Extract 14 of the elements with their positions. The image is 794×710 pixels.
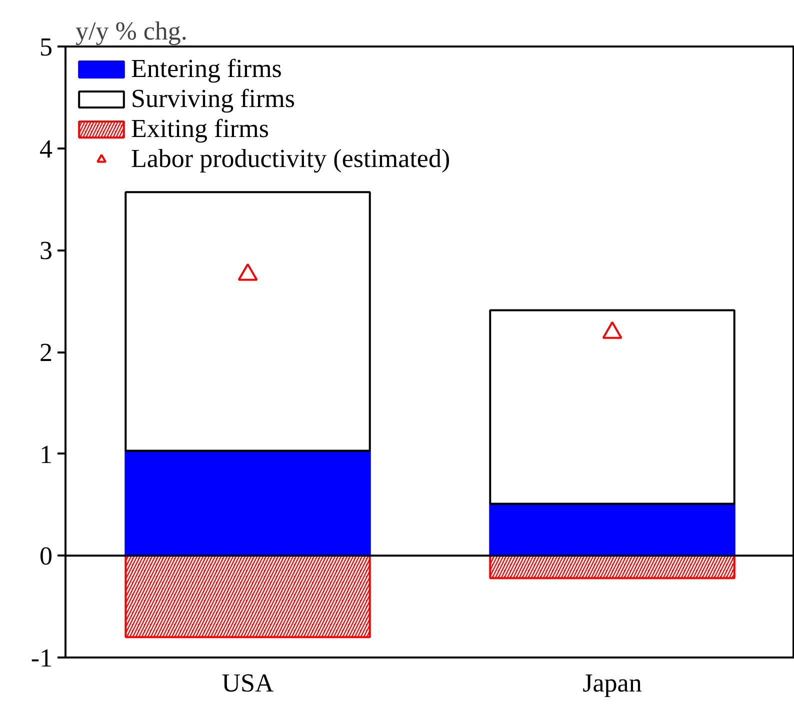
y-tick-label: 0 xyxy=(40,542,52,571)
x-tick-label: USA xyxy=(222,668,274,698)
y-tick-label: 2 xyxy=(40,338,52,367)
y-tick-label: -1 xyxy=(30,644,53,672)
y-tick-label: 4 xyxy=(40,134,52,164)
legend-label: Exiting firms xyxy=(131,114,269,144)
y-axis-title: y/y % chg. xyxy=(76,16,188,46)
x-tick-label: Japan xyxy=(582,668,642,698)
legend-label: Labor productivity (estimated) xyxy=(131,144,450,174)
y-tick-label: 1 xyxy=(40,440,52,469)
y-tick-label: 3 xyxy=(40,236,52,266)
legend-label: Entering firms xyxy=(131,54,282,84)
y-tick-label: 5 xyxy=(40,32,52,62)
legend-label: Surviving firms xyxy=(131,84,295,114)
